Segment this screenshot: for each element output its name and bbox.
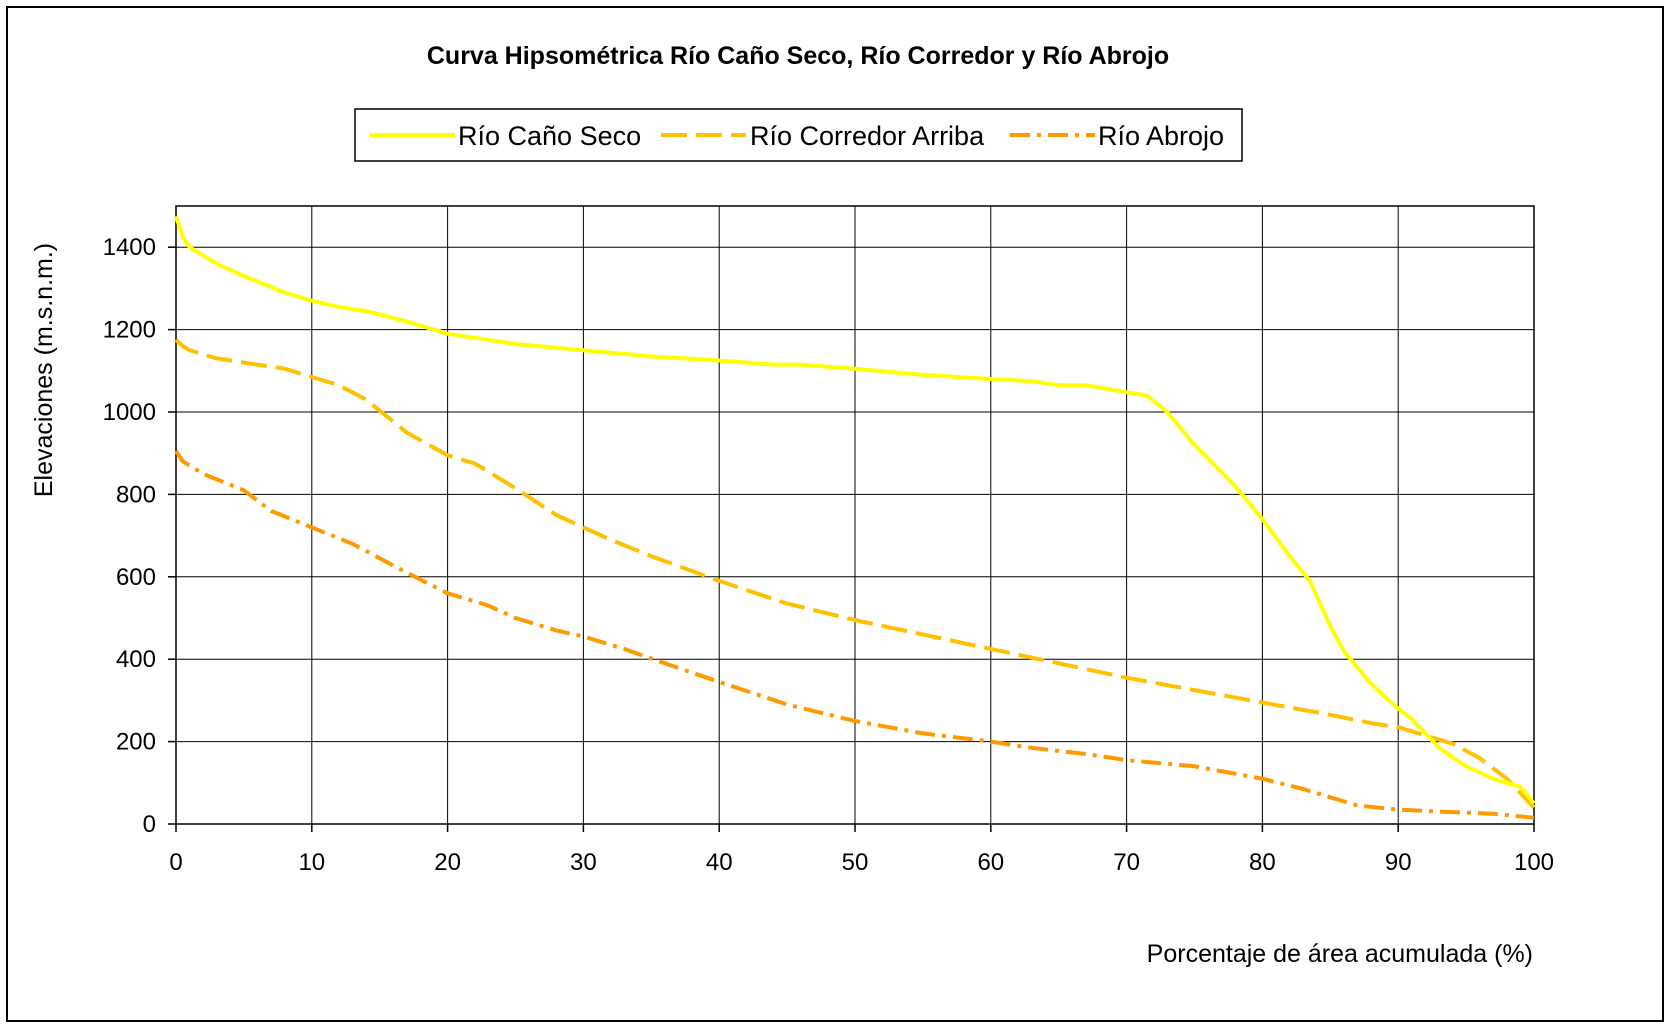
gridlines	[175, 206, 1535, 825]
series-line-r-o-abrojo	[174, 449, 1535, 820]
x-tick-label: 20	[434, 849, 461, 876]
series-line-r-o-ca-o-seco	[174, 215, 1536, 805]
y-tick-label: 600	[116, 564, 156, 591]
chart-frame: Curva Hipsométrica Río Caño Seco, Río Co…	[6, 6, 1664, 1022]
y-tick-label: 1200	[103, 317, 156, 344]
series-line-r-o-corredor-arriba	[174, 338, 1536, 809]
y-tick-label: 0	[143, 811, 156, 838]
hypsometric-chart: Curva Hipsométrica Río Caño Seco, Río Co…	[30, 42, 1554, 968]
x-tick-label: 30	[570, 849, 597, 876]
x-tick-label: 40	[706, 849, 733, 876]
y-axis-label: Elevaciones (m.s.n.m.)	[30, 243, 58, 497]
series-layer	[174, 215, 1536, 820]
x-tick-label: 10	[298, 849, 325, 876]
x-tick-label: 70	[1113, 849, 1140, 876]
legend-label-corredor: Río Corredor Arriba	[750, 121, 985, 151]
x-axis-label: Porcentaje de área acumulada (%)	[1147, 940, 1533, 968]
x-tick-label: 50	[842, 849, 869, 876]
x-tick-label: 60	[977, 849, 1004, 876]
x-tick-label: 80	[1249, 849, 1276, 876]
legend-label-abrojo: Río Abrojo	[1098, 121, 1224, 151]
y-tick-label: 200	[116, 729, 156, 756]
y-tick-label: 400	[116, 646, 156, 673]
legend-label-cano-seco: Río Caño Seco	[458, 121, 641, 151]
x-tick-label: 100	[1514, 849, 1554, 876]
y-tick-label: 1400	[103, 234, 156, 261]
y-tick-label: 1000	[103, 399, 156, 426]
chart-title: Curva Hipsométrica Río Caño Seco, Río Co…	[427, 42, 1169, 70]
y-tick-label: 800	[116, 481, 156, 508]
axis-ticks: 0 10 20 30 40 50 60 70 80 90 100020040060080010001…	[103, 234, 1554, 876]
x-tick-label: 90	[1385, 849, 1412, 876]
x-tick-label: 0	[169, 849, 182, 876]
legend: Río Caño Seco Río Corredor Arriba Río Ab…	[354, 108, 1243, 162]
